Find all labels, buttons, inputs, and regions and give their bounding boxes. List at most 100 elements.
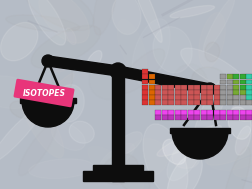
Bar	[175, 90, 181, 95]
Bar	[155, 110, 161, 115]
Ellipse shape	[157, 125, 222, 156]
Bar	[142, 85, 148, 90]
Ellipse shape	[112, 0, 141, 34]
Bar	[168, 100, 174, 105]
Bar	[246, 85, 252, 90]
Bar	[227, 95, 233, 100]
Bar	[233, 85, 239, 90]
Bar	[188, 95, 194, 100]
Bar	[227, 90, 233, 95]
Ellipse shape	[203, 0, 235, 51]
Bar	[142, 95, 148, 100]
Bar	[207, 85, 213, 90]
Bar	[227, 115, 233, 120]
Bar	[155, 100, 161, 105]
Bar	[214, 95, 220, 100]
Bar	[162, 115, 168, 120]
Ellipse shape	[232, 103, 252, 121]
Bar	[220, 115, 226, 120]
Wedge shape	[172, 131, 228, 159]
Ellipse shape	[174, 84, 195, 96]
Bar	[93, 165, 143, 172]
Ellipse shape	[69, 121, 94, 143]
Ellipse shape	[163, 139, 186, 164]
Circle shape	[42, 55, 54, 67]
Bar	[194, 85, 200, 90]
Bar	[201, 95, 207, 100]
Ellipse shape	[117, 19, 147, 75]
Bar	[227, 80, 233, 84]
Bar	[175, 110, 181, 115]
Ellipse shape	[223, 147, 250, 189]
Bar	[220, 90, 226, 95]
Ellipse shape	[55, 85, 84, 122]
Bar	[207, 95, 213, 100]
Ellipse shape	[88, 146, 144, 189]
Bar	[207, 90, 213, 95]
Ellipse shape	[20, 91, 64, 158]
Bar	[188, 110, 194, 115]
Ellipse shape	[93, 0, 117, 35]
Bar	[168, 110, 174, 115]
Bar	[220, 100, 226, 105]
Bar	[214, 90, 220, 95]
Bar	[149, 100, 155, 105]
Bar	[214, 115, 220, 120]
Bar	[207, 115, 213, 120]
Bar	[207, 100, 213, 105]
Bar	[240, 90, 246, 95]
Bar	[220, 80, 226, 84]
Ellipse shape	[66, 28, 76, 45]
Bar	[162, 100, 168, 105]
Bar	[168, 90, 174, 95]
Ellipse shape	[46, 57, 70, 72]
Bar	[45, 93, 55, 96]
Ellipse shape	[1, 22, 38, 61]
Bar	[181, 85, 187, 90]
Bar	[149, 80, 155, 84]
Bar	[246, 100, 252, 105]
Bar	[168, 85, 174, 90]
Bar	[162, 110, 168, 115]
Bar	[220, 74, 226, 79]
Ellipse shape	[0, 76, 40, 108]
Bar	[155, 85, 161, 90]
Ellipse shape	[102, 154, 138, 185]
Bar	[233, 100, 239, 105]
Ellipse shape	[228, 107, 251, 139]
Bar	[201, 90, 207, 95]
Bar	[227, 85, 233, 90]
Bar	[20, 98, 76, 103]
Ellipse shape	[86, 50, 102, 70]
Bar	[188, 115, 194, 120]
Ellipse shape	[167, 154, 202, 189]
Ellipse shape	[170, 5, 215, 18]
Ellipse shape	[205, 42, 220, 62]
Ellipse shape	[6, 15, 79, 32]
Bar	[149, 90, 155, 95]
Bar	[201, 110, 207, 115]
Ellipse shape	[25, 0, 94, 31]
Bar	[227, 74, 233, 79]
Bar	[149, 85, 155, 90]
Bar	[214, 100, 220, 105]
Bar	[194, 115, 200, 120]
Bar	[201, 115, 207, 120]
Bar	[162, 85, 168, 90]
Bar	[188, 100, 194, 105]
Ellipse shape	[143, 77, 176, 104]
FancyBboxPatch shape	[14, 79, 75, 107]
Ellipse shape	[131, 0, 162, 42]
Bar	[142, 90, 148, 95]
Ellipse shape	[116, 132, 142, 155]
Ellipse shape	[192, 67, 225, 91]
Bar	[149, 74, 155, 79]
Bar	[112, 71, 124, 181]
Ellipse shape	[199, 13, 225, 68]
Ellipse shape	[18, 124, 56, 176]
Ellipse shape	[206, 140, 252, 170]
Bar	[142, 69, 148, 74]
Ellipse shape	[119, 169, 150, 189]
Bar	[194, 95, 200, 100]
Bar	[155, 95, 161, 100]
